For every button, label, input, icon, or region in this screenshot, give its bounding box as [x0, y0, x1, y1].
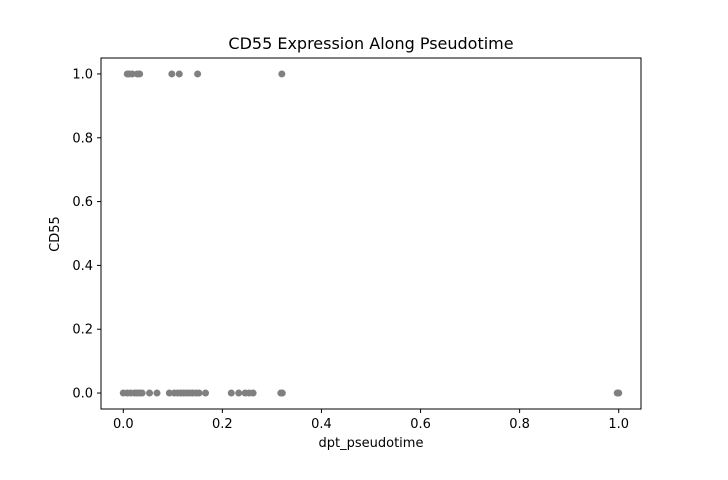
data-point [194, 70, 202, 78]
x-tick-label: 1.0 [608, 417, 629, 432]
y-tick-label: 1.0 [72, 67, 93, 82]
data-point [227, 389, 235, 397]
data-point [153, 389, 161, 397]
y-axis-label: CD55 [48, 216, 63, 252]
y-tick-label: 0.8 [72, 131, 93, 146]
data-point [128, 70, 136, 78]
data-point [165, 389, 173, 397]
x-tick-label: 0.6 [410, 417, 431, 432]
x-tick-label: 0.2 [212, 417, 233, 432]
x-tick-label: 0.4 [311, 417, 332, 432]
data-point [175, 70, 183, 78]
chart-title: CD55 Expression Along Pseudotime [228, 34, 513, 53]
y-tick-label: 0.4 [72, 259, 93, 274]
data-point [235, 389, 243, 397]
y-axis: 0.0 0.2 0.4 0.6 0.8 1.0 [72, 67, 101, 402]
y-tick-label: 0.6 [72, 195, 93, 210]
data-point [146, 389, 154, 397]
data-point [138, 389, 146, 397]
data-point [168, 70, 176, 78]
y-tick-label: 0.0 [72, 387, 93, 402]
data-point [202, 389, 210, 397]
data-point [615, 389, 623, 397]
plot-frame [100, 57, 642, 410]
data-point [278, 389, 286, 397]
data-point [249, 389, 257, 397]
data-point [195, 389, 203, 397]
y-tick-label: 0.2 [72, 323, 93, 338]
data-point [278, 70, 286, 78]
x-tick-label: 0.0 [113, 417, 134, 432]
x-tick-label: 0.8 [509, 417, 530, 432]
points-layer [119, 70, 623, 397]
data-point [136, 70, 144, 78]
x-axis-label: dpt_pseudotime [319, 436, 424, 451]
x-axis: 0.0 0.2 0.4 0.6 0.8 1.0 [113, 409, 629, 432]
